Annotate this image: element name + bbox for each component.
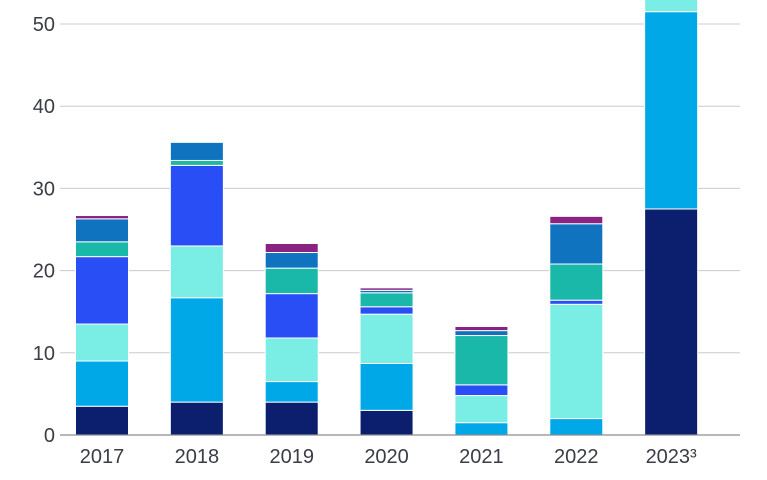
bar-segment xyxy=(549,223,604,265)
bar-segment xyxy=(454,335,509,386)
bar-stack xyxy=(549,215,604,436)
bar-segment xyxy=(264,252,319,269)
bar-segment xyxy=(454,395,509,424)
x-axis-tick-labels: 2017 2018 2019 2020 2021 2022 2023³ xyxy=(80,446,697,468)
bar-segment xyxy=(359,292,414,308)
bar-segment xyxy=(549,418,604,436)
bar-segment xyxy=(549,263,604,301)
bar-stack xyxy=(75,215,129,436)
bar-segment xyxy=(264,267,319,295)
bar-segment xyxy=(264,337,319,383)
bar-stack xyxy=(359,287,414,436)
bar-segment xyxy=(264,401,319,436)
y-axis-tick-labels: 0 10 20 30 40 50 xyxy=(33,14,55,447)
bar-segment xyxy=(75,215,129,220)
bar-segment xyxy=(359,409,414,436)
bar-stack xyxy=(169,141,224,436)
bar-stack xyxy=(644,0,699,436)
x-tick-label: 2017 xyxy=(80,446,125,468)
bar-segment xyxy=(644,0,699,13)
y-tick-label: 40 xyxy=(33,96,55,118)
bar-segment xyxy=(454,422,509,436)
x-tick-label: 2022 xyxy=(554,446,599,468)
y-tick-label: 30 xyxy=(33,178,55,200)
y-tick-label: 10 xyxy=(33,343,55,365)
bar-segment xyxy=(644,208,699,436)
bar-segment xyxy=(75,218,129,243)
x-tick-label: 2019 xyxy=(269,446,314,468)
bar-segment xyxy=(75,241,129,258)
x-tick-label: 2023³ xyxy=(646,446,697,468)
bar-segment xyxy=(359,362,414,411)
bar-stack xyxy=(264,242,319,436)
bar-segment xyxy=(169,297,224,403)
x-tick-label: 2018 xyxy=(175,446,220,468)
bar-segment xyxy=(264,293,319,339)
x-tick-label: 2020 xyxy=(364,446,409,468)
bar-segment xyxy=(169,164,224,247)
bar-segment xyxy=(549,215,604,225)
y-tick-label: 0 xyxy=(44,425,55,447)
y-tick-label: 20 xyxy=(33,261,55,283)
bar-segment xyxy=(359,287,414,291)
bar-segment xyxy=(169,245,224,299)
x-tick-label: 2021 xyxy=(459,446,504,468)
bar-segment xyxy=(75,323,129,362)
bar-segment xyxy=(75,360,129,407)
bar-segment xyxy=(75,256,129,325)
bars xyxy=(75,0,699,436)
bar-stack xyxy=(454,325,509,436)
bar-segment xyxy=(549,299,604,305)
bar-segment xyxy=(359,306,414,315)
bar-segment xyxy=(454,330,509,337)
bar-segment xyxy=(169,401,224,436)
bar-segment xyxy=(549,303,604,420)
bar-segment xyxy=(169,159,224,166)
bar-segment xyxy=(264,242,319,254)
bar-segment xyxy=(359,313,414,364)
bar-segment xyxy=(644,11,699,210)
bar-segment xyxy=(75,405,129,436)
bar-segment xyxy=(454,384,509,397)
bar-segment xyxy=(454,325,509,332)
y-tick-label: 50 xyxy=(33,14,55,36)
bar-segment xyxy=(264,381,319,403)
bar-segment xyxy=(169,141,224,161)
